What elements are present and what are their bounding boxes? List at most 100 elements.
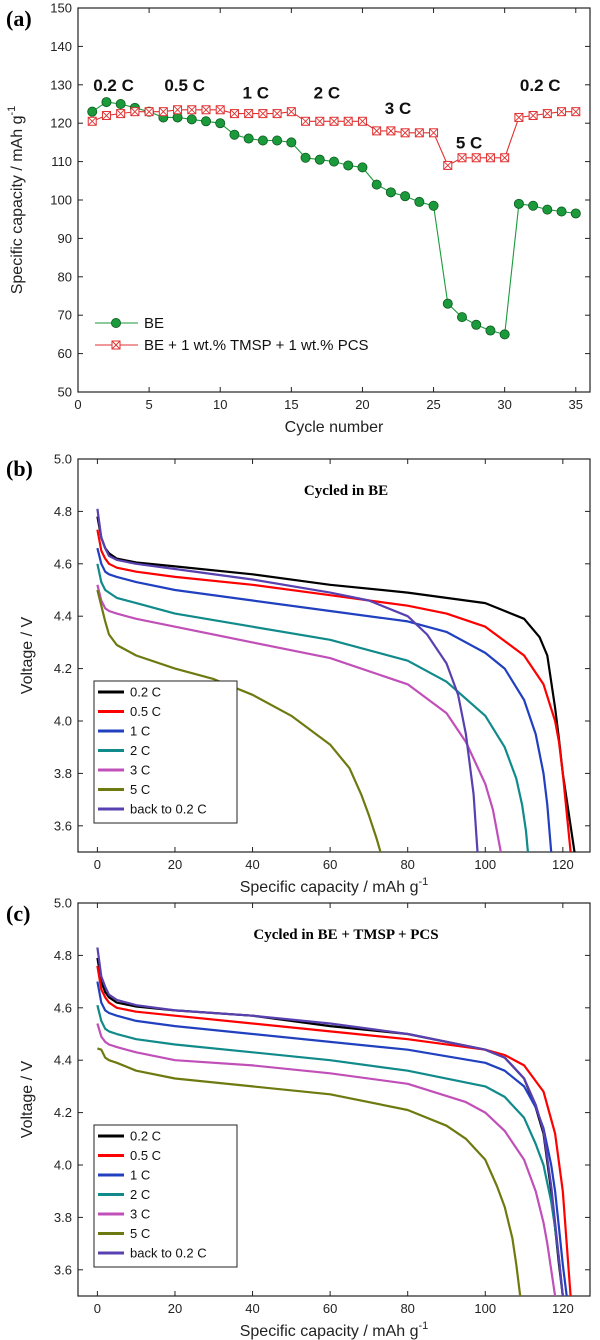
x-tick-label: 30: [497, 397, 511, 412]
y-tick-label: 3.6: [54, 818, 72, 833]
plot-frame: [77, 902, 591, 1297]
marker-cross-b: [500, 153, 509, 163]
data-point-additive: [215, 105, 225, 115]
data-point-be: [357, 162, 368, 173]
y-axis-title: Specific capacity / mAh g-1: [6, 106, 26, 295]
marker-cross-b: [543, 109, 552, 118]
marker-cross-b: [87, 116, 97, 126]
marker-cross-b: [400, 128, 410, 138]
data-point-additive: [485, 153, 495, 163]
data-point-additive: [414, 128, 424, 138]
y-tick-label: 4.0: [54, 1158, 72, 1173]
data-point-additive: [514, 112, 524, 122]
panel-label: (b): [6, 456, 33, 481]
x-tick-label: 15: [284, 397, 298, 412]
marker-cross-b: [130, 107, 140, 116]
data-point-additive: [443, 160, 453, 170]
series-line-back-to-0-2-c: [96, 508, 479, 852]
x-tick-label: 0: [74, 397, 81, 412]
y-tick-label: 4.4: [54, 609, 72, 624]
marker-cross-b: [159, 107, 168, 116]
y-tick-label: 110: [51, 154, 72, 169]
y-tick-label: 4.6: [54, 556, 72, 571]
x-axis-title: Cycle number: [285, 419, 384, 436]
data-point-additive: [301, 116, 311, 126]
data-point-be: [456, 312, 467, 323]
y-tick-label: 4.8: [54, 504, 72, 519]
rate-annotation: 1 C: [243, 83, 269, 102]
y-tick-label: 4.8: [54, 948, 72, 963]
marker-cross-b: [315, 116, 325, 126]
data-point-be: [414, 196, 425, 207]
x-tick-label: 100: [474, 857, 496, 872]
data-point-additive: [429, 128, 439, 138]
y-axis-title-text: Voltage / V: [19, 616, 36, 694]
y-axis-title-sup: -1: [6, 106, 18, 116]
data-point-be: [215, 118, 226, 129]
x-tick-label: 20: [355, 397, 369, 412]
data-point-additive: [173, 105, 183, 115]
series-line-0-5-c: [96, 965, 572, 1296]
marker-cross-b: [173, 105, 182, 115]
data-point-additive: [144, 107, 154, 117]
series-line-1-c: [96, 981, 568, 1296]
marker-cross-b: [258, 109, 268, 118]
data-point-be: [570, 208, 581, 219]
y-tick-label: 5.0: [54, 896, 72, 911]
series-line-2-c: [96, 1004, 564, 1296]
marker-cross-b: [571, 107, 581, 116]
marker-cross-b: [272, 109, 282, 118]
x-tick-label: 120: [552, 1301, 574, 1316]
legend-label: 0.2 C: [130, 685, 161, 700]
rate-annotation: 0.2 C: [93, 76, 134, 95]
data-point-be: [400, 191, 411, 202]
x-tick-label: 60: [323, 857, 337, 872]
data-point-additive: [386, 126, 396, 136]
marker-cross-b: [201, 105, 211, 115]
data-point-be: [257, 135, 268, 146]
y-tick-label: 90: [58, 231, 72, 246]
marker-cross-b: [443, 161, 453, 170]
marker-cross-b: [557, 107, 566, 116]
legend-label: 2 C: [130, 1187, 150, 1202]
y-tick-label: 3.8: [54, 766, 72, 781]
data-point-additive: [457, 153, 467, 163]
series-line-0-5-c: [96, 529, 572, 852]
data-point-be: [471, 319, 482, 330]
data-point-be: [115, 99, 126, 110]
legend-label: 1 C: [130, 1168, 150, 1183]
marker-cross-b: [471, 153, 481, 163]
series-line-3-c: [96, 584, 502, 852]
data-point-additive: [400, 128, 410, 138]
data-point-additive: [201, 105, 211, 115]
rate-annotation: 2 C: [314, 83, 340, 102]
x-tick-label: 40: [245, 857, 259, 872]
plot-frame: [77, 458, 591, 853]
rate-annotation: 0.2 C: [520, 76, 561, 95]
x-tick-label: 35: [569, 397, 583, 412]
data-point-be: [286, 137, 297, 148]
rate-annotation: 5 C: [456, 133, 482, 152]
series-group: [87, 97, 581, 340]
series-line-3-c: [96, 1023, 557, 1296]
x-tick-label: 0: [94, 857, 101, 872]
x-tick-label: 40: [245, 1301, 259, 1316]
y-axis-title-text: Specific capacity / mAh g: [9, 116, 26, 295]
series-group: [96, 947, 572, 1296]
y-tick-label: 4.0: [54, 714, 72, 729]
x-axis-title-text: Cycle number: [285, 419, 384, 436]
data-point-additive: [357, 116, 367, 126]
data-point-additive: [116, 109, 126, 119]
legend: 0.2 C 0.5 C 1 C 2 C 3 C 5 C back to 0.2 C: [93, 1124, 238, 1268]
y-tick-label: 100: [50, 193, 72, 208]
legend-label: 1 C: [130, 724, 150, 739]
data-point-be: [343, 160, 354, 171]
rate-annotation: 0.5 C: [164, 76, 205, 95]
data-point-additive: [187, 105, 197, 115]
data-point-be: [556, 206, 567, 217]
legend-label: back to 0.2 C: [130, 802, 207, 817]
y-axis-title: Voltage / V: [19, 1060, 36, 1138]
data-point-additive: [471, 153, 481, 163]
